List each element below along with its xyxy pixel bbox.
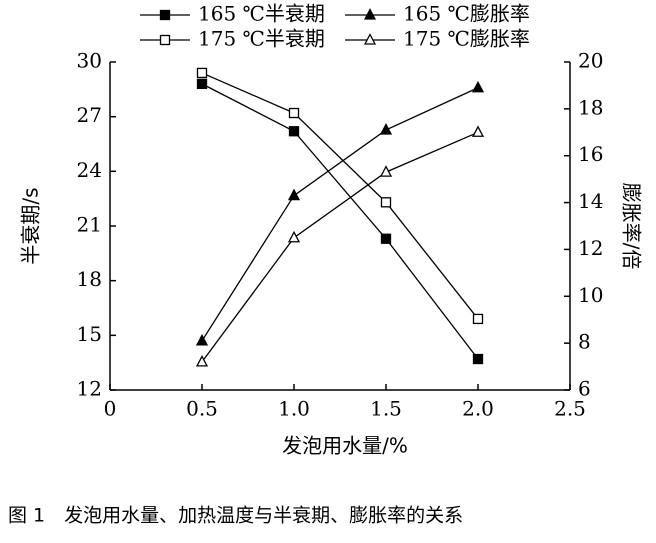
y-tick-label: 12	[77, 377, 102, 401]
y2-tick-label: 14	[578, 189, 603, 213]
x-axis-label: 发泡用水量/%	[282, 434, 408, 458]
y-tick-label: 15	[77, 322, 102, 346]
marker	[471, 80, 485, 93]
marker	[195, 354, 209, 367]
series-line	[201, 83, 479, 360]
y2-tick-label: 20	[578, 49, 603, 73]
legend-label: 175 ℃半衰期	[198, 27, 325, 51]
legend-label: 165 ℃膨胀率	[403, 2, 530, 26]
series-line	[201, 72, 479, 320]
y-tick-label: 27	[77, 103, 102, 127]
series-line	[201, 131, 479, 363]
marker	[287, 230, 301, 243]
y2-tick-label: 18	[578, 95, 603, 119]
y2-tick-label: 16	[578, 142, 603, 166]
marker	[195, 333, 209, 346]
marker	[287, 188, 301, 201]
marker	[379, 123, 393, 135]
legend-label: 175 ℃膨胀率	[403, 27, 530, 51]
legend-marker	[363, 8, 377, 20]
legend-marker	[159, 9, 171, 21]
legend-marker	[159, 34, 171, 46]
marker	[196, 78, 208, 90]
marker	[196, 67, 208, 79]
y2-axis-label: 膨胀率/倍	[620, 183, 644, 270]
x-tick-label: 0	[104, 397, 117, 421]
caption: 图 1 发泡用水量、加热温度与半衰期、膨胀率的关系	[8, 505, 463, 527]
x-tick-label: 2.0	[462, 397, 494, 421]
marker	[380, 197, 392, 208]
y-tick-label: 21	[77, 213, 102, 237]
y-tick-label: 30	[77, 49, 102, 73]
y-tick-label: 18	[77, 267, 102, 291]
legend-marker	[363, 33, 377, 45]
y-tick-label: 24	[77, 158, 102, 182]
marker	[380, 233, 392, 244]
marker	[379, 165, 393, 177]
marker	[471, 125, 485, 137]
y2-tick-label: 12	[578, 236, 603, 260]
y2-tick-label: 10	[578, 283, 603, 307]
x-tick-label: 0.5	[186, 397, 218, 421]
x-tick-label: 2.5	[554, 397, 586, 421]
legend-label: 165 ℃半衰期	[198, 2, 325, 26]
marker	[472, 313, 484, 325]
x-tick-label: 1.5	[370, 397, 402, 421]
x-tick-label: 1.0	[278, 397, 310, 421]
y2-tick-label: 8	[578, 330, 591, 354]
marker	[288, 107, 300, 119]
marker	[472, 353, 484, 365]
y-axis-label: 半衰期/s	[19, 187, 43, 264]
series-line	[201, 87, 479, 342]
y2-tick-label: 6	[578, 377, 591, 401]
marker	[288, 126, 300, 137]
